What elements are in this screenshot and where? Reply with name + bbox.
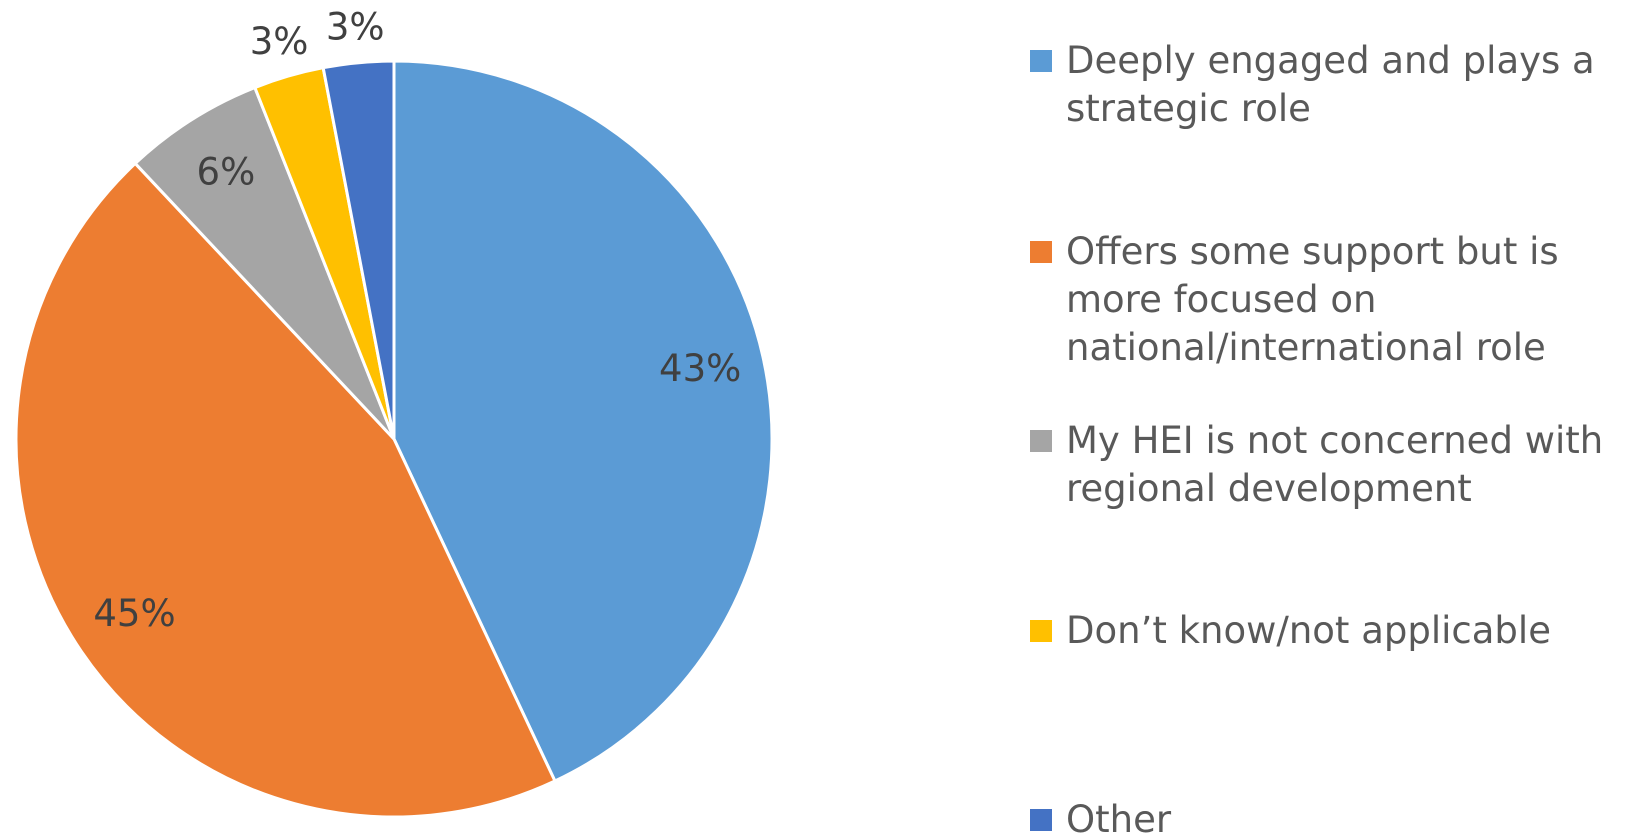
pie-slice [392, 59, 774, 784]
legend-swatch [1030, 50, 1052, 72]
legend-item: Deeply engaged and plays a strategic rol… [1030, 37, 1640, 133]
legend-swatch [1030, 430, 1052, 452]
data-label: 45% [93, 592, 175, 635]
pie-slice [14, 161, 557, 819]
legend-item: My HEI is not concerned with regional de… [1030, 417, 1640, 513]
legend-label: Offers some support but is more focused … [1066, 230, 1559, 369]
legend-item: Offers some support but is more focused … [1030, 228, 1640, 372]
data-label: 43% [659, 347, 741, 390]
data-label: 3% [250, 20, 309, 63]
legend-label: Don’t know/not applicable [1066, 609, 1551, 652]
chart: 43% 45% 6% 3% 3% [14, 5, 774, 819]
pie-slice [321, 59, 396, 440]
legend-label: Other [1066, 798, 1172, 837]
data-label: 6% [197, 151, 256, 194]
legend-swatch [1030, 620, 1052, 642]
legend-item: Don’t know/not applicable [1030, 607, 1640, 655]
pie-slice [133, 85, 396, 441]
legend-label: My HEI is not concerned with regional de… [1066, 419, 1604, 510]
data-label: 3% [326, 5, 385, 48]
legend-swatch [1030, 241, 1052, 263]
legend-swatch [1030, 809, 1052, 831]
legend-label: Deeply engaged and plays a strategic rol… [1066, 39, 1595, 130]
legend-item: Other [1030, 796, 1640, 837]
